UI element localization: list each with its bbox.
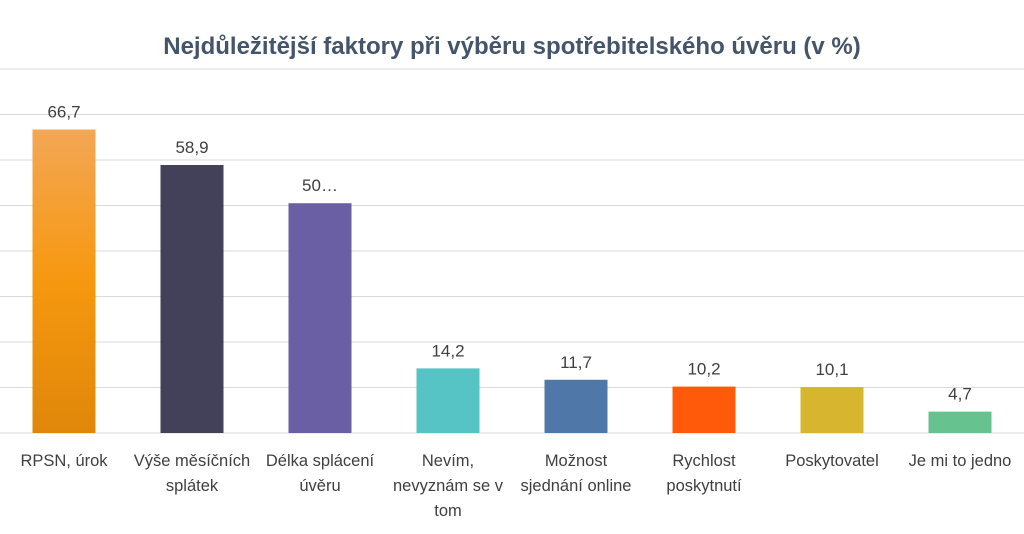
bar-value-label: 66,7	[47, 103, 80, 122]
bar-value-label: 10,2	[687, 360, 720, 379]
category-label-line: sjednání online	[520, 477, 631, 495]
category-labels: RPSN, úrok Výše měsíčních splátek Délka spl…	[20, 452, 1011, 520]
data-labels: 66,7 58,9 50… 14,2 11,7 10,2 10,1 4,7	[47, 103, 971, 404]
bar	[288, 203, 352, 433]
category-label: Výše měsíčních splátek	[134, 452, 250, 495]
category-label-line: Možnost	[545, 452, 608, 470]
bar-value-label: 10,1	[815, 360, 848, 379]
bar	[160, 165, 224, 433]
bar-value-label: 14,2	[431, 341, 464, 360]
bar	[32, 129, 96, 433]
chart-title: Nejdůležitější faktory při výběru spotře…	[163, 33, 861, 60]
bar	[672, 386, 736, 433]
bar-value-label: 50…	[302, 176, 338, 195]
category-label-line: Nevím,	[422, 452, 474, 470]
category-label-line: tom	[434, 502, 462, 520]
category-label-line: Je mi to jedno	[909, 452, 1012, 470]
grid-lines	[0, 68, 1024, 434]
category-label-line: Poskytovatel	[785, 452, 879, 470]
bar	[800, 387, 864, 433]
category-label: Poskytovatel	[785, 452, 879, 470]
category-label-line: Výše měsíčních	[134, 452, 250, 470]
category-label-line: nevyznám se v	[393, 477, 504, 495]
category-label: Rychlost poskytnutí	[666, 452, 742, 495]
category-label-line: poskytnutí	[666, 477, 742, 495]
category-label: Délka splácení úvěru	[266, 452, 375, 495]
category-label-line: splátek	[166, 477, 219, 495]
bars	[32, 129, 992, 433]
bar	[416, 368, 480, 433]
bar-value-label: 4,7	[948, 385, 972, 404]
category-label-line: RPSN, úrok	[20, 452, 108, 470]
bar-value-label: 11,7	[560, 353, 592, 372]
category-label: Je mi to jedno	[909, 452, 1012, 470]
category-label-line: Délka splácení	[266, 452, 375, 470]
category-label-line: úvěru	[299, 477, 340, 495]
category-label-line: Rychlost	[672, 452, 736, 470]
category-label: Možnost sjednání online	[520, 452, 631, 495]
category-label: Nevím, nevyznám se v tom	[393, 452, 504, 520]
category-label: RPSN, úrok	[20, 452, 108, 470]
bar	[928, 411, 992, 433]
bar	[544, 379, 608, 433]
bar-value-label: 58,9	[175, 138, 208, 157]
